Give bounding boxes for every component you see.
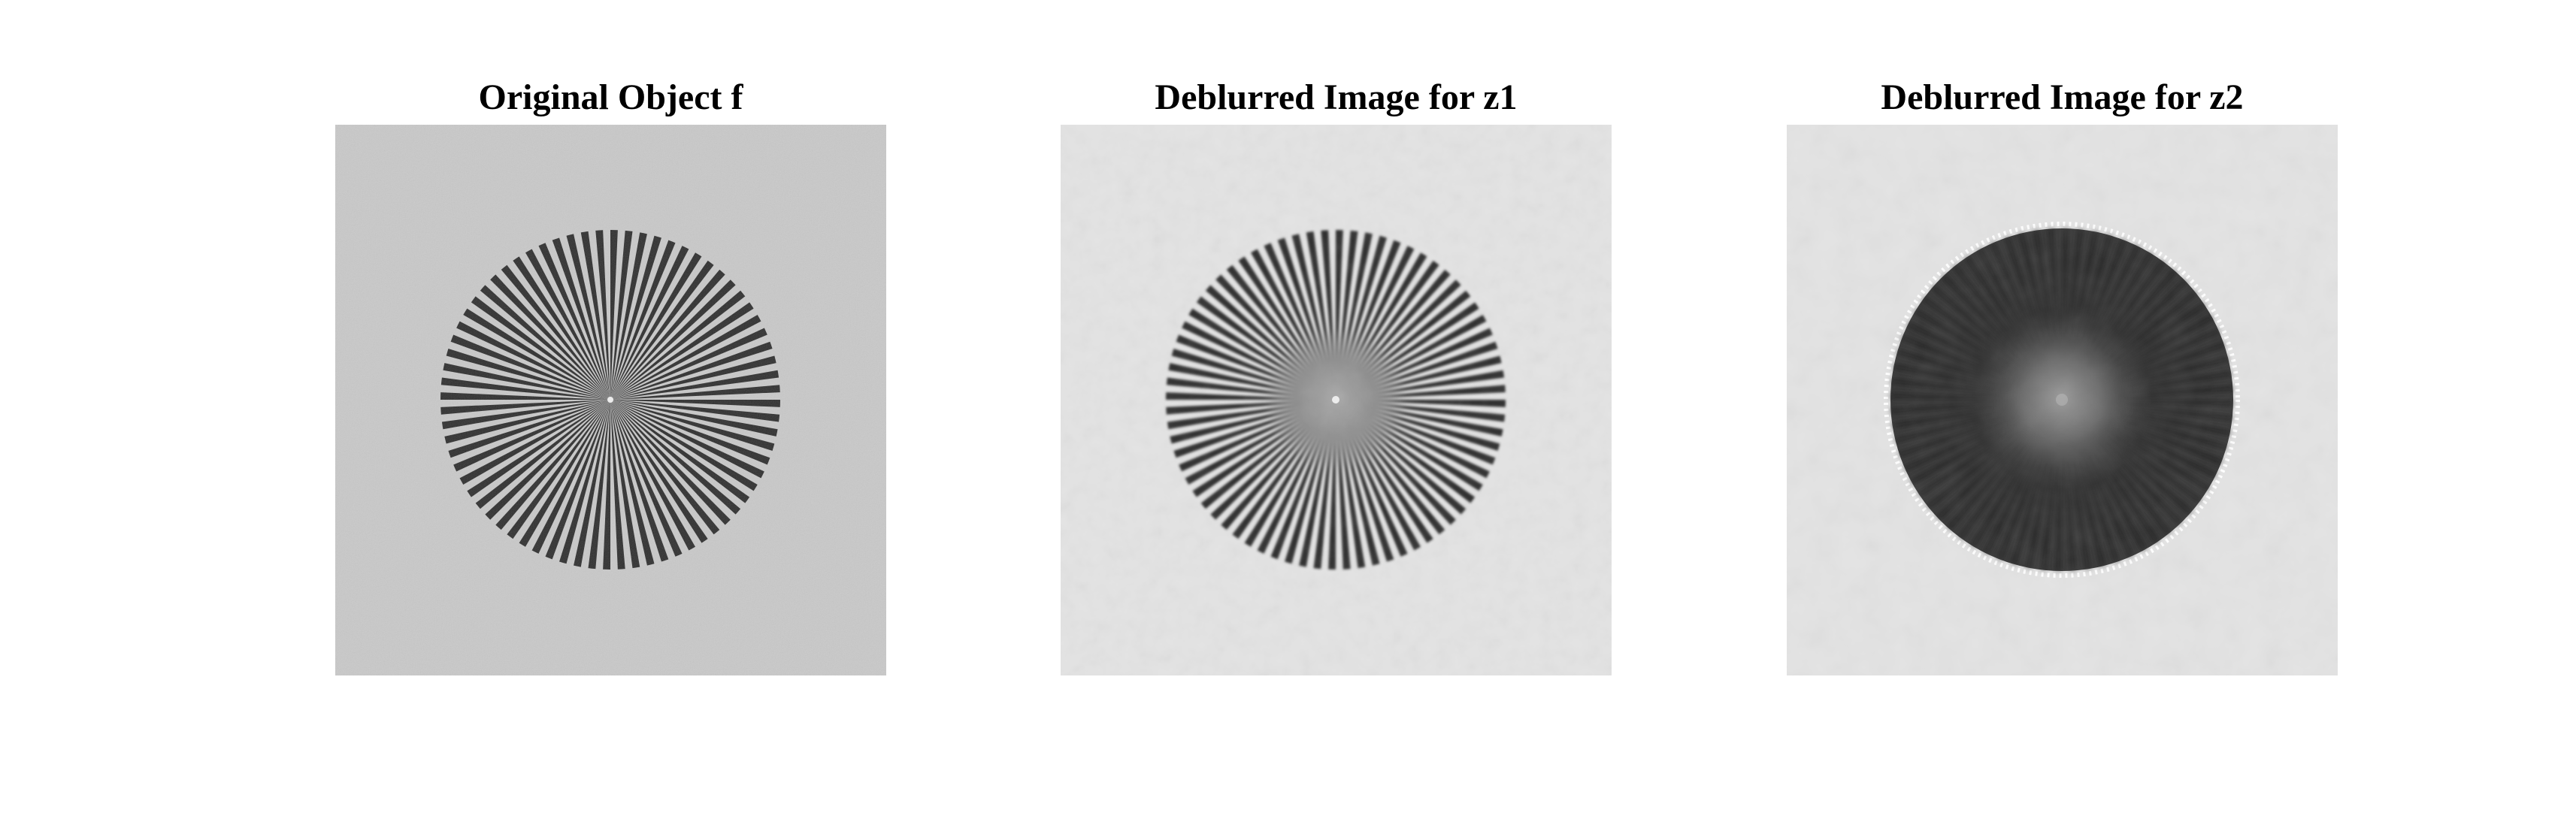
- image-noise: [1787, 125, 2338, 675]
- panel-original-object: Original Object f: [335, 0, 886, 831]
- panel-title: Original Object f: [478, 77, 743, 117]
- panel-title: Deblurred Image for z2: [1881, 77, 2244, 117]
- siemens-star-image: [335, 125, 886, 675]
- panel-title: Deblurred Image for z1: [1155, 77, 1518, 117]
- panel-deblurred-z1: Deblurred Image for z1: [1061, 0, 1612, 831]
- deblurred-star-image: [1787, 125, 2338, 675]
- panel-deblurred-z2: Deblurred Image for z2: [1787, 0, 2338, 831]
- deblurred-star-image: [1061, 125, 1612, 675]
- image-noise: [335, 125, 886, 675]
- image-noise: [1061, 125, 1612, 675]
